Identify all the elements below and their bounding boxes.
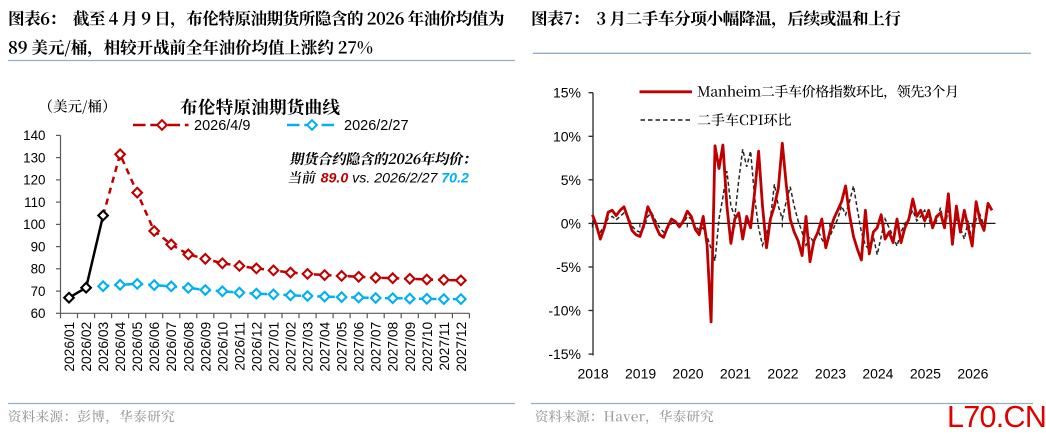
svg-text:2027/05: 2027/05 (335, 321, 350, 371)
svg-text:2027/01: 2027/01 (267, 322, 282, 372)
svg-text:2027/03: 2027/03 (301, 321, 316, 371)
svg-text:2027/06: 2027/06 (352, 321, 367, 371)
svg-text:2026/03: 2026/03 (96, 321, 111, 371)
svg-text:130: 130 (23, 150, 45, 165)
svg-text:2027/02: 2027/02 (284, 322, 299, 372)
svg-text:110: 110 (24, 195, 45, 210)
svg-text:2026/12: 2026/12 (249, 322, 264, 372)
svg-text:70: 70 (31, 284, 46, 299)
svg-text:2026/2/27: 2026/2/27 (344, 118, 409, 134)
svg-text:2021: 2021 (720, 366, 751, 382)
svg-text:2026/02: 2026/02 (79, 322, 94, 372)
svg-text:2027/12: 2027/12 (454, 322, 469, 372)
svg-text:2026/01: 2026/01 (62, 322, 77, 372)
svg-text:2020: 2020 (672, 366, 703, 382)
svg-text:2026: 2026 (957, 366, 988, 382)
svg-text:80: 80 (31, 262, 46, 277)
svg-text:2027/11: 2027/11 (437, 322, 452, 371)
svg-text:2027/10: 2027/10 (420, 321, 435, 371)
svg-text:2022: 2022 (767, 366, 798, 382)
svg-text:60: 60 (31, 306, 46, 321)
svg-text:2023: 2023 (815, 366, 846, 382)
svg-text:L70.CN: L70.CN (947, 400, 1046, 434)
svg-text:15%: 15% (553, 85, 581, 101)
svg-text:2027/08: 2027/08 (386, 321, 401, 371)
svg-text:2018: 2018 (578, 366, 609, 382)
svg-text:2026/04: 2026/04 (113, 321, 128, 371)
svg-text:2026/11: 2026/11 (232, 322, 247, 371)
svg-text:2027/07: 2027/07 (369, 322, 384, 372)
svg-text:2025: 2025 (910, 366, 941, 382)
svg-text:2026/09: 2026/09 (198, 321, 213, 371)
svg-text:5%: 5% (561, 172, 581, 188)
svg-text:2027/09: 2027/09 (403, 321, 418, 371)
svg-text:2026/10: 2026/10 (215, 321, 230, 371)
svg-text:90: 90 (31, 239, 46, 254)
svg-text:120: 120 (23, 173, 45, 188)
svg-text:2026/06: 2026/06 (147, 321, 162, 371)
svg-text:100: 100 (23, 217, 45, 232)
svg-text:0%: 0% (561, 215, 581, 231)
svg-text:2026/05: 2026/05 (130, 321, 145, 371)
svg-text:-15%: -15% (548, 346, 581, 362)
svg-text:2019: 2019 (625, 366, 656, 382)
svg-text:2026/08: 2026/08 (181, 321, 196, 371)
svg-text:2024: 2024 (862, 366, 893, 382)
svg-text:2027/04: 2027/04 (318, 321, 333, 371)
svg-text:2026/07: 2026/07 (164, 322, 179, 372)
svg-text:-10%: -10% (548, 303, 581, 319)
svg-text:-5%: -5% (556, 259, 581, 275)
svg-text:2026/4/9: 2026/4/9 (194, 118, 250, 134)
svg-text:140: 140 (23, 128, 45, 143)
svg-text:89.0 vs. 2026/2/27 70.2: 89.0 vs. 2026/2/27 70.2 (321, 171, 469, 187)
svg-text:10%: 10% (553, 128, 581, 144)
